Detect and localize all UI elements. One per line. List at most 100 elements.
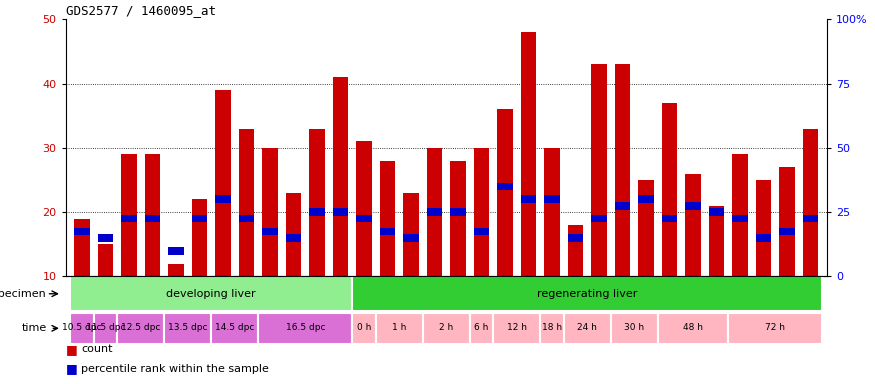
Bar (451, 208, 466, 216)
Text: 48 h: 48 h (683, 323, 703, 332)
Bar (310, 208, 325, 216)
Bar (497, 182, 513, 190)
Bar (164, 313, 211, 344)
Text: developing liver: developing liver (166, 289, 256, 299)
Bar (756, 180, 771, 276)
Bar (262, 228, 277, 235)
Bar (211, 313, 258, 344)
Bar (192, 199, 207, 276)
Bar (375, 313, 423, 344)
Text: 72 h: 72 h (765, 323, 785, 332)
Bar (493, 313, 540, 344)
Text: 30 h: 30 h (624, 323, 644, 332)
Bar (639, 180, 654, 276)
Text: 10.5 dpc: 10.5 dpc (62, 323, 102, 332)
Bar (74, 218, 90, 276)
Bar (685, 174, 701, 276)
Bar (192, 215, 207, 222)
Bar (70, 313, 94, 344)
Text: 0 h: 0 h (357, 323, 371, 332)
Bar (470, 313, 494, 344)
Bar (564, 313, 611, 344)
Text: 11.5 dpc: 11.5 dpc (86, 323, 125, 332)
Text: 1 h: 1 h (392, 323, 407, 332)
Bar (709, 206, 724, 276)
Text: 18 h: 18 h (542, 323, 562, 332)
Bar (380, 228, 396, 235)
Bar (728, 313, 822, 344)
Bar (497, 109, 513, 276)
Bar (540, 313, 564, 344)
Bar (423, 313, 470, 344)
Bar (544, 195, 560, 203)
Bar (474, 148, 489, 276)
Bar (427, 208, 442, 216)
Bar (658, 313, 728, 344)
Bar (122, 215, 136, 222)
Bar (70, 276, 353, 311)
Bar (286, 234, 301, 242)
Bar (94, 313, 117, 344)
Bar (732, 154, 747, 276)
Bar (74, 228, 90, 235)
Bar (258, 313, 353, 344)
Text: 14.5 dpc: 14.5 dpc (215, 323, 255, 332)
Bar (568, 225, 583, 276)
Bar (427, 148, 442, 276)
Bar (521, 195, 536, 203)
Bar (568, 234, 583, 242)
Bar (611, 313, 658, 344)
Bar (662, 103, 677, 276)
Bar (592, 64, 606, 276)
Text: GDS2577 / 1460095_at: GDS2577 / 1460095_at (66, 3, 215, 17)
Bar (732, 215, 747, 222)
Text: 6 h: 6 h (474, 323, 488, 332)
Text: 13.5 dpc: 13.5 dpc (168, 323, 207, 332)
Bar (215, 195, 231, 203)
Text: specimen: specimen (0, 289, 46, 299)
Bar (98, 244, 113, 276)
Bar (286, 193, 301, 276)
Bar (802, 129, 818, 276)
Bar (353, 313, 375, 344)
Bar (332, 208, 348, 216)
Text: percentile rank within the sample: percentile rank within the sample (81, 364, 270, 374)
Bar (332, 77, 348, 276)
Bar (380, 161, 396, 276)
Text: 12 h: 12 h (507, 323, 527, 332)
Bar (403, 234, 418, 242)
Bar (403, 193, 418, 276)
Text: ■: ■ (66, 343, 77, 356)
Bar (544, 148, 560, 276)
Text: regenerating liver: regenerating liver (537, 289, 637, 299)
Bar (615, 64, 630, 276)
Bar (802, 215, 818, 222)
Bar (639, 195, 654, 203)
Bar (239, 129, 254, 276)
Bar (780, 228, 794, 235)
Bar (662, 215, 677, 222)
Bar (98, 234, 113, 242)
Bar (310, 129, 325, 276)
Text: 2 h: 2 h (439, 323, 453, 332)
Bar (474, 228, 489, 235)
Bar (709, 208, 724, 216)
Text: time: time (21, 323, 46, 333)
Bar (592, 215, 606, 222)
Text: ■: ■ (66, 362, 77, 375)
Text: 16.5 dpc: 16.5 dpc (285, 323, 325, 332)
Text: count: count (81, 344, 113, 354)
Bar (145, 154, 160, 276)
Bar (262, 148, 277, 276)
Bar (215, 90, 231, 276)
Bar (168, 247, 184, 255)
Bar (356, 215, 372, 222)
Bar (756, 234, 771, 242)
Bar (685, 202, 701, 210)
Bar (122, 154, 136, 276)
Bar (615, 202, 630, 210)
Bar (168, 263, 184, 276)
Bar (239, 215, 254, 222)
Bar (356, 141, 372, 276)
Bar (521, 32, 536, 276)
